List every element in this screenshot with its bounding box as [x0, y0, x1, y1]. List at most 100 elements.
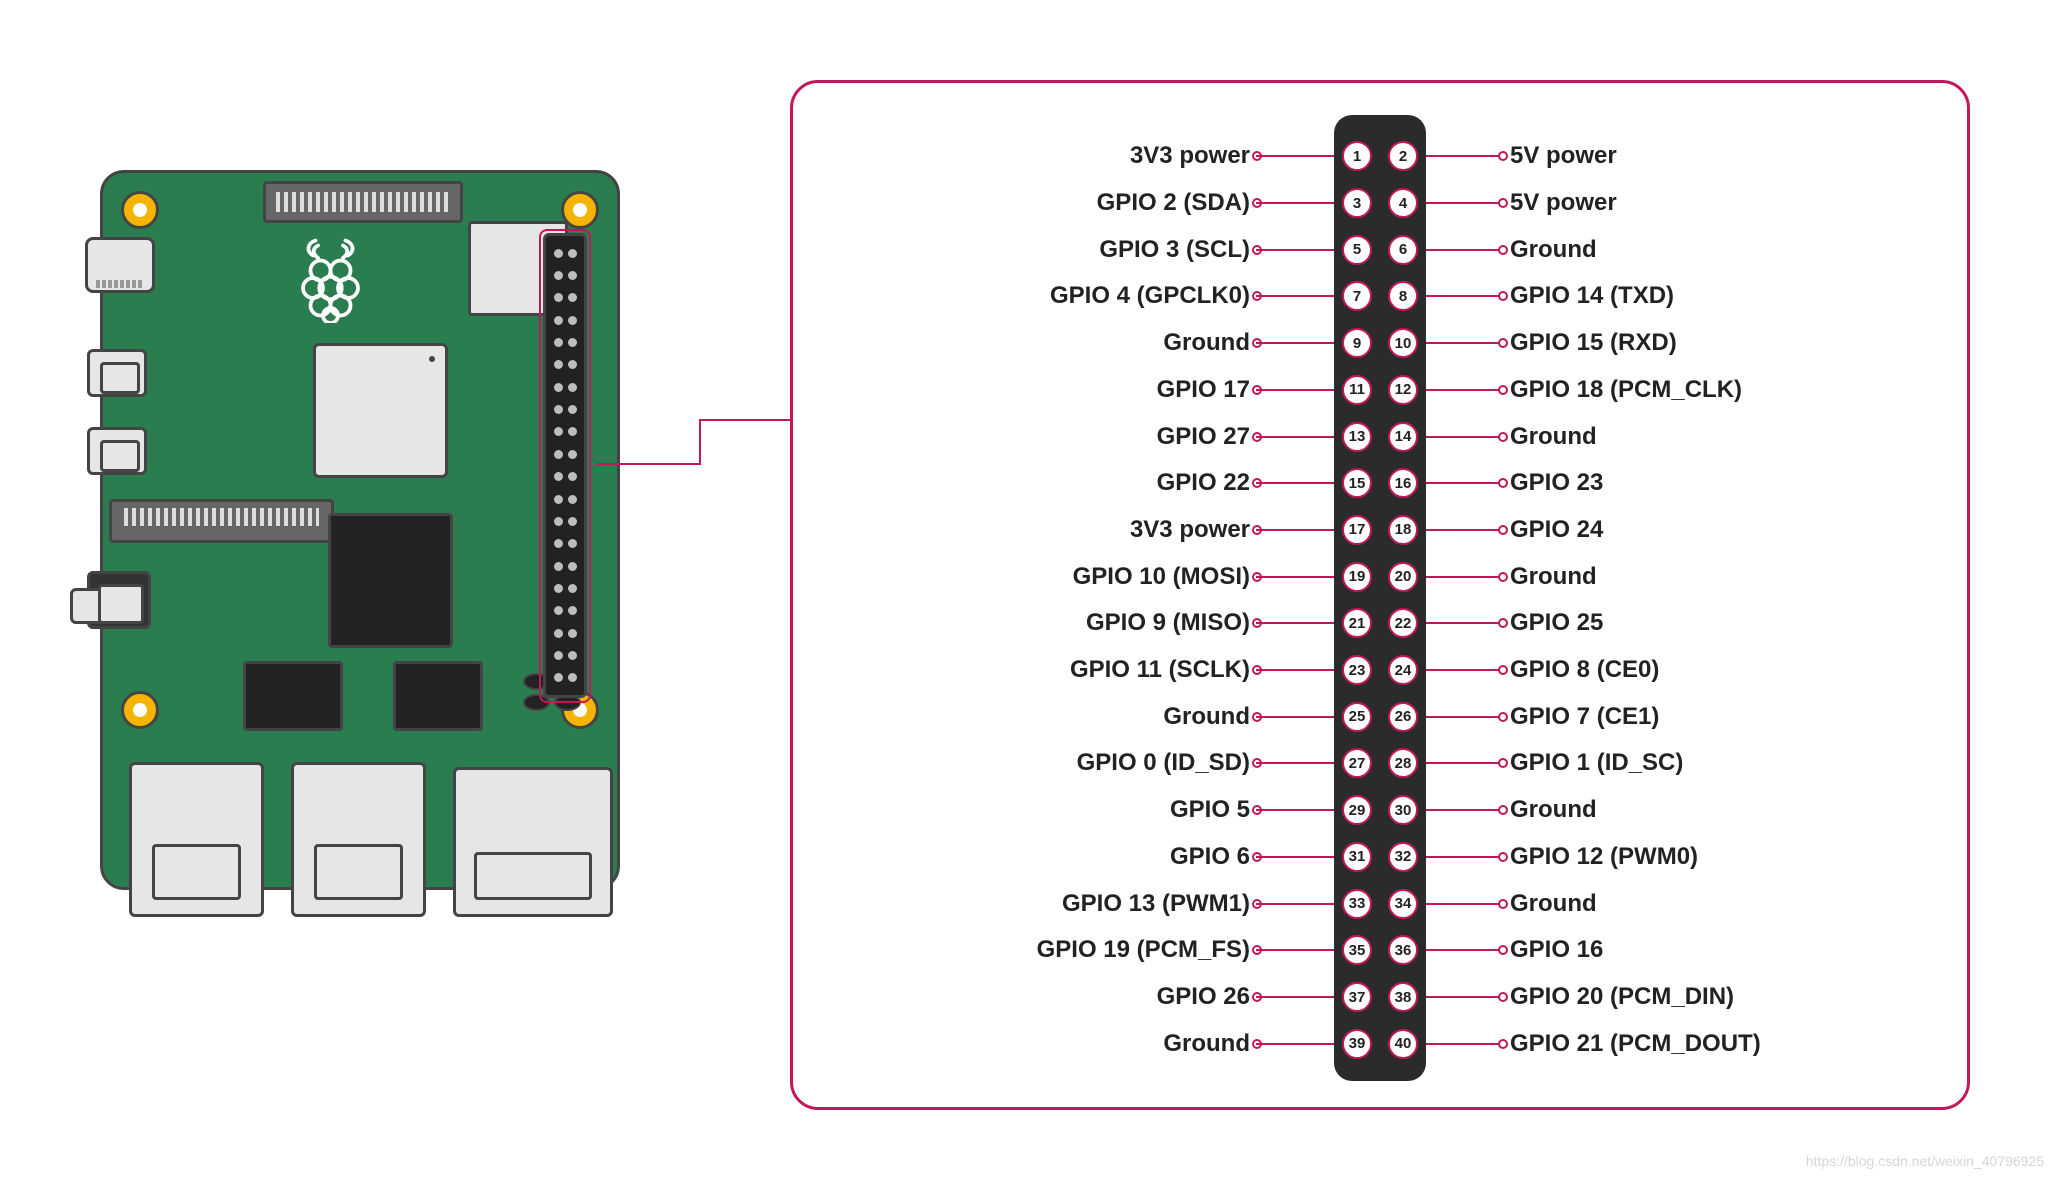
pin-number: 25: [1342, 702, 1372, 732]
pin-number: 2: [1388, 141, 1418, 171]
pin-row: GPIO 3 (SCL)56Ground: [793, 226, 1967, 273]
pin-rows: 3V3 power 12 5V power GPIO 2 (SDA) 34 5V powe…: [793, 133, 1967, 1067]
pin-number: 6: [1388, 235, 1418, 265]
pin-label-right: GPIO 15 (RXD): [1510, 329, 1677, 357]
pin-row: GPIO 221516GPIO 23: [793, 460, 1967, 507]
controller-chip-icon: [393, 661, 483, 731]
ram-chip-icon: [328, 513, 453, 648]
pin-row: GPIO 17 11 12 GPIO 18 (PCM_CLK): [793, 367, 1967, 414]
pin-label-left: Ground: [1163, 329, 1250, 357]
raspberry-logo-icon: [293, 233, 368, 323]
pin-label-right: Ground: [1510, 796, 1597, 824]
pin-row: GPIO 271314Ground: [793, 413, 1967, 460]
pin-label-right: GPIO 12 (PWM0): [1510, 843, 1698, 871]
pin-label-left: GPIO 5: [1170, 796, 1250, 824]
usb-c-port-icon: [85, 237, 155, 293]
pin-label-left: GPIO 2 (SDA): [1097, 189, 1250, 217]
pin-number: 3: [1342, 188, 1372, 218]
pin-row: Ground3940GPIO 21 (PCM_DOUT): [793, 1020, 1967, 1067]
pin-number: 12: [1388, 375, 1418, 405]
pin-label-left: 3V3 power: [1130, 142, 1250, 170]
pin-number: 5: [1342, 235, 1372, 265]
pin-number: 39: [1342, 1029, 1372, 1059]
pin-row: GPIO 4 (GPCLK0)78GPIO 14 (TXD): [793, 273, 1967, 320]
pin-number: 9: [1342, 328, 1372, 358]
csi-connector-icon: [109, 499, 334, 543]
pin-number: 24: [1388, 655, 1418, 685]
pin-row: Ground2526GPIO 7 (CE1): [793, 693, 1967, 740]
pin-label-right: Ground: [1510, 563, 1597, 591]
raspberry-pi-board: [100, 170, 660, 1040]
pin-label-right: GPIO 8 (CE0): [1510, 656, 1659, 684]
pin-label-left: GPIO 9 (MISO): [1086, 609, 1250, 637]
pin-row: GPIO 2 (SDA) 34 5V power: [793, 180, 1967, 227]
pcb-outline: [100, 170, 620, 890]
pin-label-left: GPIO 17: [1157, 376, 1250, 404]
pin-number: 34: [1388, 889, 1418, 919]
pin-number: 4: [1388, 188, 1418, 218]
pin-label-left: Ground: [1163, 703, 1250, 731]
pin-label-right: GPIO 23: [1510, 469, 1603, 497]
pin-number: 30: [1388, 795, 1418, 825]
pin-label-right: 5V power: [1510, 189, 1617, 217]
pin-row: GPIO 6 31 32 GPIO 12 (PWM0): [793, 834, 1967, 881]
micro-hdmi-port-icon: [87, 349, 147, 397]
pin-label-right: GPIO 7 (CE1): [1510, 703, 1659, 731]
soc-chip-icon: [313, 343, 448, 478]
pin-label-left: GPIO 19 (PCM_FS): [1037, 936, 1250, 964]
pin-number: 37: [1342, 982, 1372, 1012]
pin-label-left: 3V3 power: [1130, 516, 1250, 544]
pin-label-left: GPIO 0 (ID_SD): [1077, 749, 1250, 777]
pin-label-right: Ground: [1510, 236, 1597, 264]
pin-number: 1: [1342, 141, 1372, 171]
mounting-hole-icon: [121, 191, 159, 229]
pin-number: 23: [1342, 655, 1372, 685]
pin-number: 29: [1342, 795, 1372, 825]
audio-jack-icon: [87, 571, 151, 629]
pin-number: 11: [1342, 375, 1372, 405]
pin-label-right: 5V power: [1510, 142, 1617, 170]
pin-number: 36: [1388, 935, 1418, 965]
pin-row: GPIO 10 (MOSI)1920Ground: [793, 553, 1967, 600]
pin-number: 14: [1388, 422, 1418, 452]
pin-label-left: GPIO 22: [1157, 469, 1250, 497]
pin-label-right: GPIO 18 (PCM_CLK): [1510, 376, 1742, 404]
ethernet-port-icon: [453, 767, 613, 917]
pin-label-left: GPIO 4 (GPCLK0): [1050, 282, 1250, 310]
pin-label-left: GPIO 10 (MOSI): [1073, 563, 1250, 591]
pin-row: GPIO 9 (MISO) 21 22 GPIO 25: [793, 600, 1967, 647]
pin-label-left: GPIO 11 (SCLK): [1070, 656, 1250, 684]
pin-number: 13: [1342, 422, 1372, 452]
micro-hdmi-port-icon: [87, 427, 147, 475]
pin-label-right: Ground: [1510, 423, 1597, 451]
pin-number: 21: [1342, 608, 1372, 638]
pin-row: 3V3 power1718GPIO 24: [793, 507, 1967, 554]
pin-label-right: GPIO 16: [1510, 936, 1603, 964]
pin-number: 40: [1388, 1029, 1418, 1059]
mounting-hole-icon: [121, 691, 159, 729]
pin-row: GPIO 263738GPIO 20 (PCM_DIN): [793, 974, 1967, 1021]
pin-row: 3V3 power 12 5V power: [793, 133, 1967, 180]
pin-row: GPIO 11 (SCLK) 23 24 GPIO 8 (CE0): [793, 647, 1967, 694]
pin-number: 33: [1342, 889, 1372, 919]
pin-label-left: GPIO 6: [1170, 843, 1250, 871]
diagram-root: 3V3 power 12 5V power GPIO 2 (SDA) 34 5V powe…: [0, 0, 2064, 1185]
pin-label-right: GPIO 14 (TXD): [1510, 282, 1674, 310]
pin-number: 18: [1388, 515, 1418, 545]
pin-row: Ground 9 10 GPIO 15 (RXD): [793, 320, 1967, 367]
pin-number: 22: [1388, 608, 1418, 638]
usb-port-icon: [129, 762, 264, 917]
pin-row: GPIO 0 (ID_SD)2728GPIO 1 (ID_SC): [793, 740, 1967, 787]
pin-label-right: GPIO 20 (PCM_DIN): [1510, 983, 1734, 1011]
pin-number: 10: [1388, 328, 1418, 358]
pin-number: 7: [1342, 281, 1372, 311]
pin-label-right: GPIO 25: [1510, 609, 1603, 637]
pin-row: GPIO 19 (PCM_FS)3536GPIO 16: [793, 927, 1967, 974]
pin-number: 31: [1342, 842, 1372, 872]
pin-row: GPIO 5 29 30 Ground: [793, 787, 1967, 834]
pin-number: 32: [1388, 842, 1418, 872]
pin-number: 28: [1388, 748, 1418, 778]
pinout-panel: 3V3 power 12 5V power GPIO 2 (SDA) 34 5V powe…: [790, 80, 1970, 1110]
pin-row: GPIO 13 (PWM1)3334Ground: [793, 880, 1967, 927]
pin-number: 15: [1342, 468, 1372, 498]
